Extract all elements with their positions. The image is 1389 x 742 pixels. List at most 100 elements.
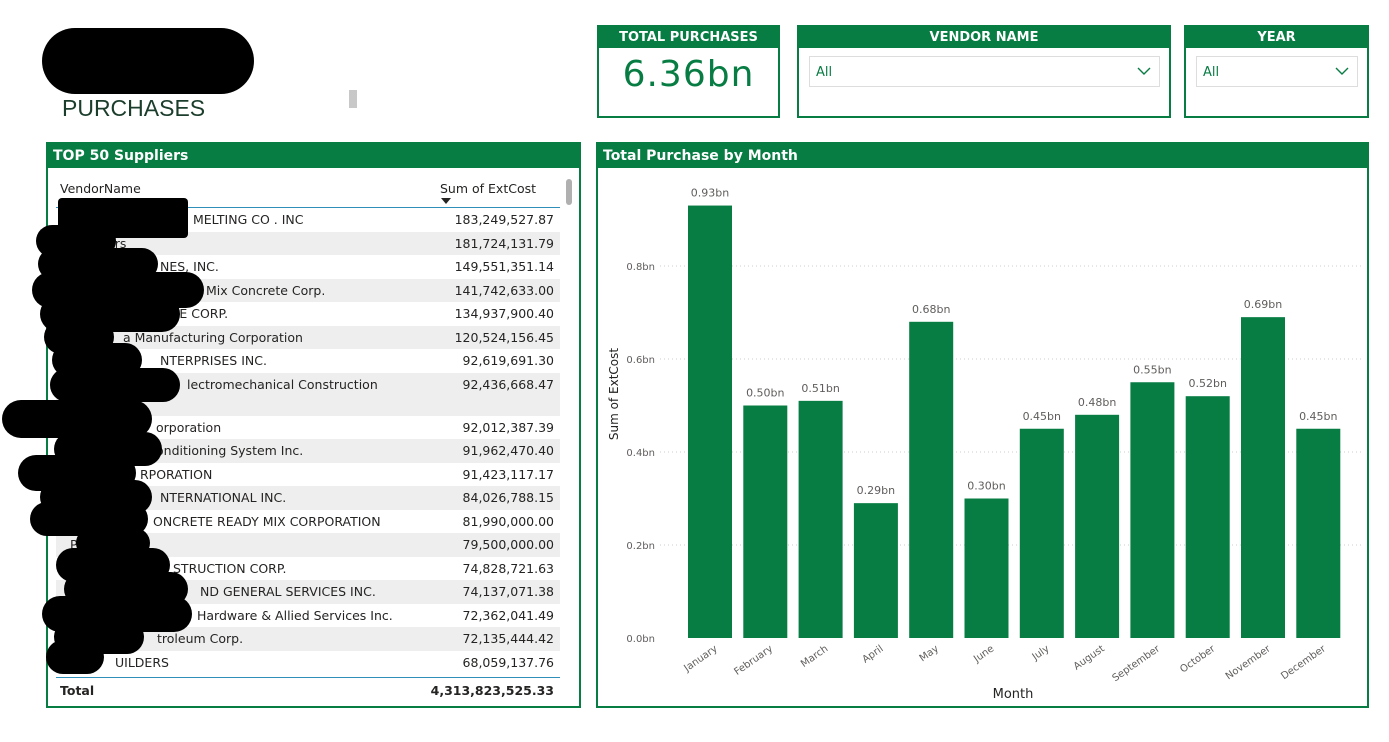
extcost-value: 72,362,041.49 [462, 607, 554, 623]
bar-april [853, 503, 898, 638]
chart-title: Total Purchase by Month [598, 144, 1367, 168]
vendor-name: NTERPRISES INC. [160, 353, 267, 368]
bar-january [688, 205, 732, 639]
y-tick-label: 0.6bn [626, 355, 655, 366]
bar-june [964, 498, 1009, 638]
data-label: 0.51bn [801, 382, 839, 395]
extcost-value: 84,026,788.15 [462, 490, 554, 505]
bar-august [1075, 414, 1120, 638]
vendor-name: a Manufacturing Corporation [123, 329, 303, 345]
redaction [46, 640, 104, 674]
x-tick-label: September [1111, 643, 1163, 684]
extcost-value: 72,135,444.42 [462, 631, 554, 646]
x-tick-label: May [918, 643, 941, 664]
data-label: 0.93bn [691, 187, 729, 200]
y-tick-label: 0.8bn [626, 262, 655, 273]
table-row[interactable]: NE CORP. 134,937,900.40 [56, 302, 560, 326]
extcost-value: 79,500,000.00 [462, 537, 554, 552]
table-row[interactable]: NES, INC. 149,551,351.14 [56, 255, 560, 279]
extcost-value: 74,137,071.38 [462, 584, 554, 599]
data-label: 0.52bn [1188, 377, 1226, 390]
page-title: PURCHASES [62, 95, 206, 121]
kpi-value: 6.36bn [622, 54, 755, 95]
bar-march [798, 400, 843, 638]
bar-december [1296, 428, 1341, 638]
vendor-dropdown-value: All [816, 65, 833, 80]
table-row[interactable]: ONCRETE READY MIX CORPORATION 81,990,000.… [56, 510, 560, 534]
table-row[interactable]: troleum Corp. 72,135,444.42 [56, 627, 560, 651]
y-tick-label: 0.4bn [626, 448, 655, 459]
redaction [42, 28, 254, 94]
extcost-value: 134,937,900.40 [454, 306, 554, 321]
extcost-value: 92,012,387.39 [462, 419, 554, 435]
year-slicer-label: YEAR [1186, 27, 1367, 48]
x-tick-label: December [1279, 643, 1329, 682]
x-tick-label: July [1030, 643, 1052, 663]
vendor-name: Mix Concrete Corp. [206, 282, 326, 298]
vendor-dropdown[interactable]: All [809, 56, 1160, 87]
table-row[interactable]: orporation 92,012,387.39 [56, 416, 560, 440]
extcost-value: 81,990,000.00 [462, 513, 554, 529]
extcost-value: 74,828,721.63 [462, 560, 554, 576]
year-dropdown[interactable]: All [1196, 56, 1358, 87]
extcost-value: 181,724,131.79 [454, 235, 554, 251]
extcost-value: 92,619,691.30 [462, 353, 554, 368]
table-row[interactable]: MELTING CO . INC 183,249,527.87 [56, 208, 560, 232]
bar-july [1019, 428, 1064, 638]
x-axis-title: Month [993, 687, 1034, 702]
vendor-name: lectromechanical Construction [187, 376, 378, 392]
vendor-name: NE CORP. [170, 306, 229, 321]
extcost-value: 91,962,470.40 [462, 443, 554, 458]
total-value: 4,313,823,525.33 [430, 683, 554, 698]
vendor-slicer-label: VENDOR NAME [799, 27, 1169, 48]
y-tick-label: 0.0bn [626, 634, 655, 645]
vendor-name: ND GENERAL SERVICES INC. [200, 584, 376, 599]
column-header-vendor[interactable]: VendorName [60, 181, 141, 196]
data-label: 0.29bn [857, 484, 895, 497]
table-row[interactable]: a Manufacturing Corporation 120,524,156.4… [56, 325, 560, 349]
vendor-slicer: VENDOR NAME All [797, 25, 1171, 118]
table-row[interactable]: UILDERS 68,059,137.76 [56, 651, 560, 675]
vendor-name: Hardware & Allied Services Inc. [197, 607, 393, 623]
data-label: 0.69bn [1244, 298, 1282, 311]
column-header-extcost[interactable]: Sum of ExtCost [440, 181, 537, 196]
bar-chart: 0.0bn 0.2bn 0.4bn 0.6bn 0.8bn 0.93bn January 0.… [607, 187, 1363, 702]
kpi-label: TOTAL PURCHASES [599, 27, 778, 48]
vendor-name: orporation [156, 419, 222, 435]
y-tick-label: 0.2bn [626, 541, 655, 552]
bar-may [909, 321, 954, 638]
year-slicer: YEAR All [1184, 25, 1369, 118]
data-label: 0.50bn [746, 387, 784, 400]
total-divider [56, 677, 560, 678]
bar-november [1241, 317, 1285, 638]
data-label: 0.68bn [912, 303, 950, 316]
bar-february [743, 405, 788, 638]
table-row[interactable]: Hardware & Allied Services Inc. 72,362,04… [56, 604, 560, 628]
x-tick-label: June [971, 643, 996, 665]
table-row[interactable]: RPORATION 91,423,117.17 [56, 463, 560, 487]
kpi-card: TOTAL PURCHASES 6.36bn [597, 25, 780, 118]
data-label: 0.30bn [967, 480, 1005, 493]
vendor-name: NES, INC. [160, 259, 219, 274]
y-axis-title: Sum of ExtCost [607, 348, 621, 440]
vendor-name: troleum Corp. [157, 631, 244, 646]
bar-september [1130, 382, 1175, 638]
purchase-by-month-chart: Total Purchase by Month 0.0bn 0.2bn 0.4bn 0… [596, 142, 1369, 708]
chevron-down-icon [1335, 67, 1349, 75]
bar-october [1185, 396, 1230, 638]
extcost-value: 120,524,156.45 [454, 329, 554, 345]
chevron-down-icon [1137, 67, 1151, 75]
sort-desc-icon [441, 198, 451, 204]
redaction [50, 368, 180, 402]
data-label: 0.45bn [1023, 410, 1061, 423]
x-tick-label: November [1224, 643, 1274, 682]
table-row[interactable]: NTERNATIONAL INC. 84,026,788.15 [56, 486, 560, 510]
data-label: 0.45bn [1299, 410, 1337, 423]
table-row[interactable]: NTERPRISES INC. 92,619,691.30 [56, 349, 560, 373]
table-row[interactable]: STRUCTION CORP. 74,828,721.63 [56, 557, 560, 581]
redaction [2, 400, 152, 438]
table-row[interactable]: onditioning System Inc. 91,962,470.40 [56, 439, 560, 463]
x-tick-label: August [1072, 643, 1107, 672]
total-label: Total [60, 683, 95, 698]
scrollbar[interactable] [566, 179, 572, 205]
